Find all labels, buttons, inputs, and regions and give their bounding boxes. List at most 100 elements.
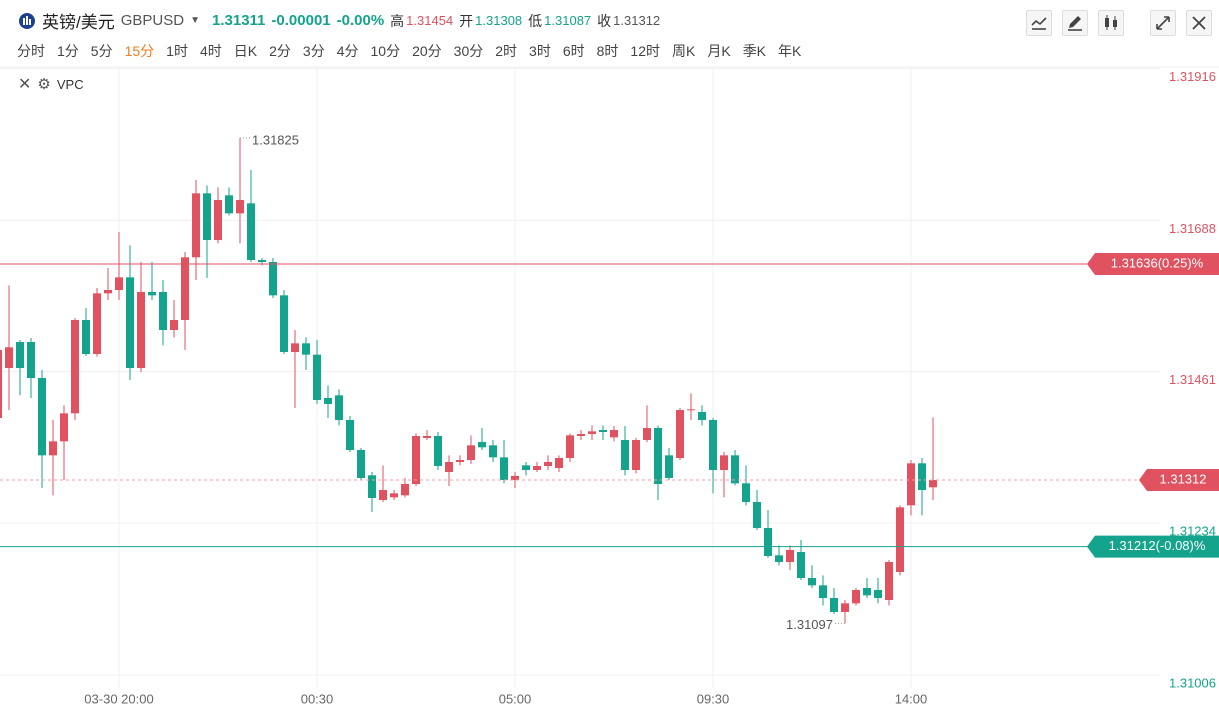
candle-body xyxy=(632,440,640,470)
candle-body xyxy=(302,343,310,355)
period-tab[interactable]: 2时 xyxy=(495,43,518,59)
candle-body xyxy=(753,502,761,528)
period-tab[interactable]: 分时 xyxy=(17,43,45,59)
candle-body xyxy=(258,260,266,262)
stat-label: 高 xyxy=(390,12,405,29)
candle-body xyxy=(434,436,442,466)
period-tab[interactable]: 日K xyxy=(233,43,258,59)
period-tab[interactable]: 季K xyxy=(742,43,767,59)
candle-body xyxy=(38,378,46,456)
close-icon[interactable]: ✕ xyxy=(18,76,32,93)
x-tick-label: 14:00 xyxy=(895,691,928,706)
candle-body xyxy=(137,292,145,368)
period-tab[interactable]: 3分 xyxy=(302,43,325,59)
period-tab[interactable]: 12时 xyxy=(630,43,660,59)
stat-label: 开 xyxy=(459,12,474,29)
dropdown-arrow[interactable]: ▼ xyxy=(190,15,200,26)
period-tab[interactable]: 1分 xyxy=(57,43,79,59)
candle-body xyxy=(511,476,519,480)
candle-body xyxy=(709,420,717,470)
period-tab[interactable]: 4时 xyxy=(199,43,222,59)
period-tab[interactable]: 周K xyxy=(672,43,696,59)
candle-body xyxy=(445,462,453,472)
period-tab[interactable]: 3时 xyxy=(529,43,551,59)
candle-body xyxy=(148,292,156,296)
candle-body xyxy=(918,463,926,490)
candle-body xyxy=(0,350,2,418)
candle-body xyxy=(82,320,90,354)
candle-body xyxy=(522,465,530,470)
candle-body xyxy=(665,455,673,478)
candle-body xyxy=(676,410,684,458)
candle-body xyxy=(588,431,596,434)
period-tab[interactable]: 4分 xyxy=(336,43,359,59)
y-tick-label: 1.31006 xyxy=(1169,675,1216,690)
candle-body xyxy=(170,320,178,330)
candle-body xyxy=(269,262,277,296)
candle-body xyxy=(566,435,574,458)
stat-label: 收 xyxy=(597,12,612,29)
period-tab[interactable]: 10分 xyxy=(370,43,401,59)
close-button[interactable] xyxy=(1186,10,1212,36)
period-tab[interactable]: 6时 xyxy=(562,43,585,59)
candle-body xyxy=(456,460,464,462)
expand-button[interactable] xyxy=(1150,10,1176,36)
candle-body xyxy=(71,320,79,414)
candle-body xyxy=(401,484,409,496)
candle-body xyxy=(5,347,13,368)
candle-body xyxy=(159,292,167,330)
candle-body xyxy=(874,590,882,598)
line-tool-button[interactable] xyxy=(1026,10,1052,36)
candle-body xyxy=(357,450,365,478)
draw-button[interactable] xyxy=(1062,10,1088,36)
period-tab[interactable]: 月K xyxy=(707,43,731,59)
x-tick-label: 05:00 xyxy=(499,691,532,706)
y-tick-label: 1.31234 xyxy=(1169,523,1216,538)
candle-body xyxy=(830,598,838,612)
candle-body xyxy=(27,342,35,378)
stat-value: 1.31308 xyxy=(475,13,523,28)
candle-body xyxy=(390,493,398,498)
period-tab[interactable]: 30分 xyxy=(453,43,484,59)
indicator-name: VPC xyxy=(56,76,84,92)
stat-value: 1.31087 xyxy=(544,13,592,28)
period-tab[interactable]: 15分 xyxy=(124,43,155,59)
symbol[interactable]: GBPUSD xyxy=(120,12,185,29)
candle-button[interactable] xyxy=(1098,10,1124,36)
candle-body xyxy=(896,507,904,572)
candle-body xyxy=(324,398,332,404)
period-tab[interactable]: 年K xyxy=(778,43,802,59)
max-label: 1.31825 xyxy=(252,132,299,147)
candle-body xyxy=(599,430,607,432)
y-tick-label: 1.31461 xyxy=(1169,372,1216,387)
candle-body xyxy=(203,193,211,240)
candle-body xyxy=(852,590,860,604)
candle-body xyxy=(93,293,101,354)
candle-body xyxy=(775,555,783,562)
candle-body xyxy=(115,277,123,290)
candle-body xyxy=(181,257,189,320)
logo xyxy=(19,12,35,29)
candle-body xyxy=(731,455,739,484)
y-tick-label: 1.31688 xyxy=(1169,221,1216,236)
candle-body xyxy=(379,490,387,500)
period-tab[interactable]: 8时 xyxy=(596,43,619,59)
settings-icon[interactable]: ⚙ xyxy=(37,76,51,93)
period-tab[interactable]: 20分 xyxy=(412,43,442,59)
candle-body xyxy=(687,409,695,411)
candle-body xyxy=(786,550,794,562)
candle-body xyxy=(654,428,662,484)
period-tab[interactable]: 2分 xyxy=(269,43,291,59)
period-tab[interactable]: 1时 xyxy=(166,43,188,59)
min-label: 1.31097 xyxy=(786,617,833,632)
period-tab[interactable]: 5分 xyxy=(90,43,113,59)
change-pct: -0.00% xyxy=(336,12,385,29)
candle-body xyxy=(60,413,68,442)
candle-body xyxy=(621,440,629,470)
change: -0.00001 xyxy=(271,12,331,29)
x-tick-label: 00:30 xyxy=(301,691,334,706)
candle-body xyxy=(214,200,222,240)
candle-body xyxy=(544,462,552,466)
